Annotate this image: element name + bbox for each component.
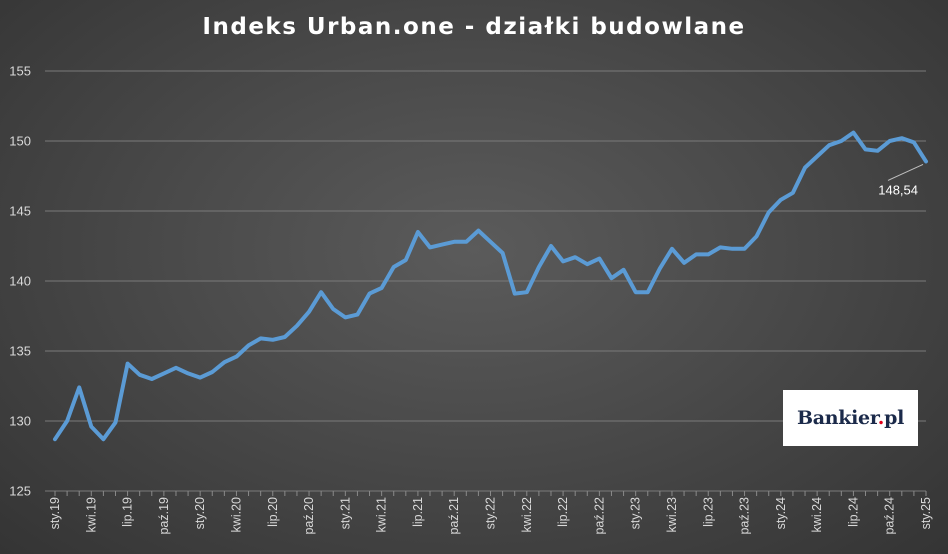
x-tick-label: sty.25 bbox=[919, 497, 933, 529]
logo-text: Bankier.pl bbox=[797, 407, 904, 429]
y-tick-label: 135 bbox=[9, 344, 31, 359]
y-tick-label: 155 bbox=[9, 64, 31, 79]
x-tick-label: lip.19 bbox=[121, 497, 135, 527]
annotation-leader bbox=[887, 163, 924, 181]
x-tick-label: kwi.24 bbox=[810, 497, 824, 532]
series-line bbox=[53, 130, 928, 442]
x-tick-label: lip.24 bbox=[846, 497, 860, 527]
y-tick-label: 140 bbox=[9, 274, 31, 289]
y-tick-label: 145 bbox=[9, 204, 31, 219]
x-tick-label: paź.24 bbox=[883, 497, 897, 535]
x-tick-label: kwi.19 bbox=[84, 497, 98, 532]
x-tick-label: sty.21 bbox=[338, 497, 352, 529]
x-tick-label: sty.22 bbox=[484, 497, 498, 529]
logo-word: Bankier bbox=[796, 407, 878, 429]
x-tick-label: kwi.22 bbox=[520, 497, 534, 532]
x-tick-label: sty.24 bbox=[774, 497, 788, 529]
y-tick-label: 125 bbox=[9, 484, 31, 499]
last-value-label: 148,54 bbox=[878, 182, 918, 197]
logo-dot: . bbox=[877, 407, 885, 429]
x-tick-label: lip.22 bbox=[556, 497, 570, 527]
y-tick-label: 150 bbox=[9, 134, 31, 149]
x-tick-label: lip.21 bbox=[411, 497, 425, 527]
logo-suffix: pl bbox=[884, 407, 905, 429]
x-tick-label: kwi.23 bbox=[665, 497, 679, 532]
bankier-logo: Bankier.pl bbox=[783, 390, 918, 446]
x-tick-label: paź.23 bbox=[738, 497, 752, 535]
chart-title: Indeks Urban.one - działki budowlane bbox=[202, 14, 746, 40]
x-tick-label: sty.23 bbox=[629, 497, 643, 529]
x-tick-label: lip.20 bbox=[266, 497, 280, 527]
x-tick-label: kwi.20 bbox=[229, 497, 243, 532]
x-tick-label: paź.20 bbox=[302, 497, 316, 535]
x-tick-label: kwi.21 bbox=[375, 497, 389, 532]
x-tick-label: paź.19 bbox=[157, 497, 171, 535]
x-tick-label: paź.22 bbox=[592, 497, 606, 535]
y-tick-label: 130 bbox=[9, 414, 31, 429]
x-tick-label: sty.20 bbox=[193, 497, 207, 529]
x-tick-label: paź.21 bbox=[447, 497, 461, 535]
x-tick-label: lip.23 bbox=[701, 497, 715, 527]
x-tick-label: sty.19 bbox=[48, 497, 62, 529]
